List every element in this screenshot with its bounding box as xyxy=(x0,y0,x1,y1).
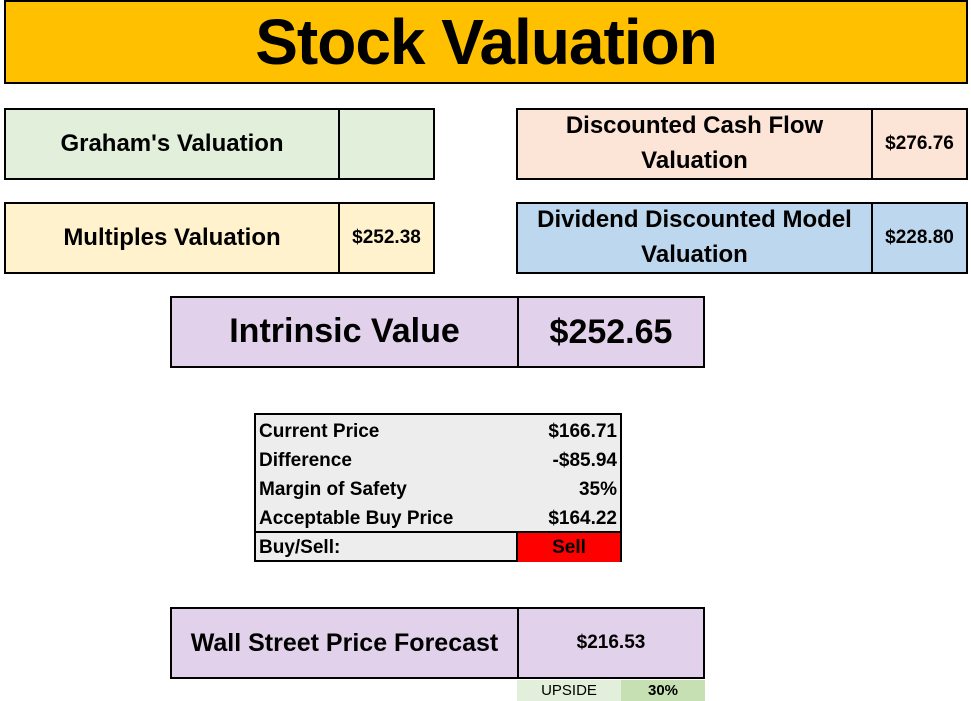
multiples-valuation-card: Multiples Valuation $252.38 xyxy=(4,202,435,274)
buy-sell-signal[interactable]: Sell xyxy=(518,533,620,562)
upside-row: UPSIDE 30% xyxy=(517,680,705,701)
intrinsic-value-amount[interactable]: $252.65 xyxy=(549,312,673,351)
dcf-valuation-label: Discounted Cash Flow Valuation xyxy=(518,110,873,178)
graham-valuation-card: Graham's Valuation xyxy=(4,108,435,180)
current-price-value[interactable]: $166.71 xyxy=(548,420,617,442)
difference-label: Difference xyxy=(259,449,352,471)
buy-sell-label: Buy/Sell: xyxy=(256,533,518,562)
margin-of-safety-value[interactable]: 35% xyxy=(578,478,617,500)
table-row: Buy/Sell: Sell xyxy=(256,531,620,562)
margin-of-safety-label: Margin of Safety xyxy=(259,478,407,500)
intrinsic-value-card: Intrinsic Value $252.65 xyxy=(170,296,705,368)
ddm-valuation-label: Dividend Discounted Model Valuation xyxy=(518,204,873,272)
ddm-valuation-card: Dividend Discounted Model Valuation $228… xyxy=(516,202,968,274)
table-row: Margin of Safety 35% xyxy=(256,475,620,504)
upside-label: UPSIDE xyxy=(517,680,621,701)
forecast-value[interactable]: $216.53 xyxy=(576,632,646,653)
page-title: Stock Valuation xyxy=(4,0,968,84)
forecast-label: Wall Street Price Forecast xyxy=(172,609,519,677)
intrinsic-value-label: Intrinsic Value xyxy=(172,298,519,366)
graham-valuation-label: Graham's Valuation xyxy=(6,110,340,178)
price-summary-table: Current Price $166.71 Difference -$85.94… xyxy=(254,413,622,562)
acceptable-buy-price-value[interactable]: $164.22 xyxy=(548,507,617,529)
dcf-valuation-card: Discounted Cash Flow Valuation $276.76 xyxy=(516,108,968,180)
difference-value[interactable]: -$85.94 xyxy=(552,449,617,471)
table-row: Difference -$85.94 xyxy=(256,446,620,475)
current-price-label: Current Price xyxy=(259,420,380,442)
table-row: Current Price $166.71 xyxy=(256,417,620,446)
dcf-valuation-value[interactable]: $276.76 xyxy=(885,133,954,154)
ddm-valuation-value[interactable]: $228.80 xyxy=(885,227,954,248)
multiples-valuation-label: Multiples Valuation xyxy=(6,204,340,272)
acceptable-buy-price-label: Acceptable Buy Price xyxy=(259,507,454,529)
multiples-valuation-value[interactable]: $252.38 xyxy=(352,227,421,248)
forecast-card: Wall Street Price Forecast $216.53 xyxy=(170,607,705,679)
graham-valuation-value[interactable] xyxy=(340,110,433,178)
table-row: Acceptable Buy Price $164.22 xyxy=(256,504,620,533)
upside-value[interactable]: 30% xyxy=(621,680,705,701)
